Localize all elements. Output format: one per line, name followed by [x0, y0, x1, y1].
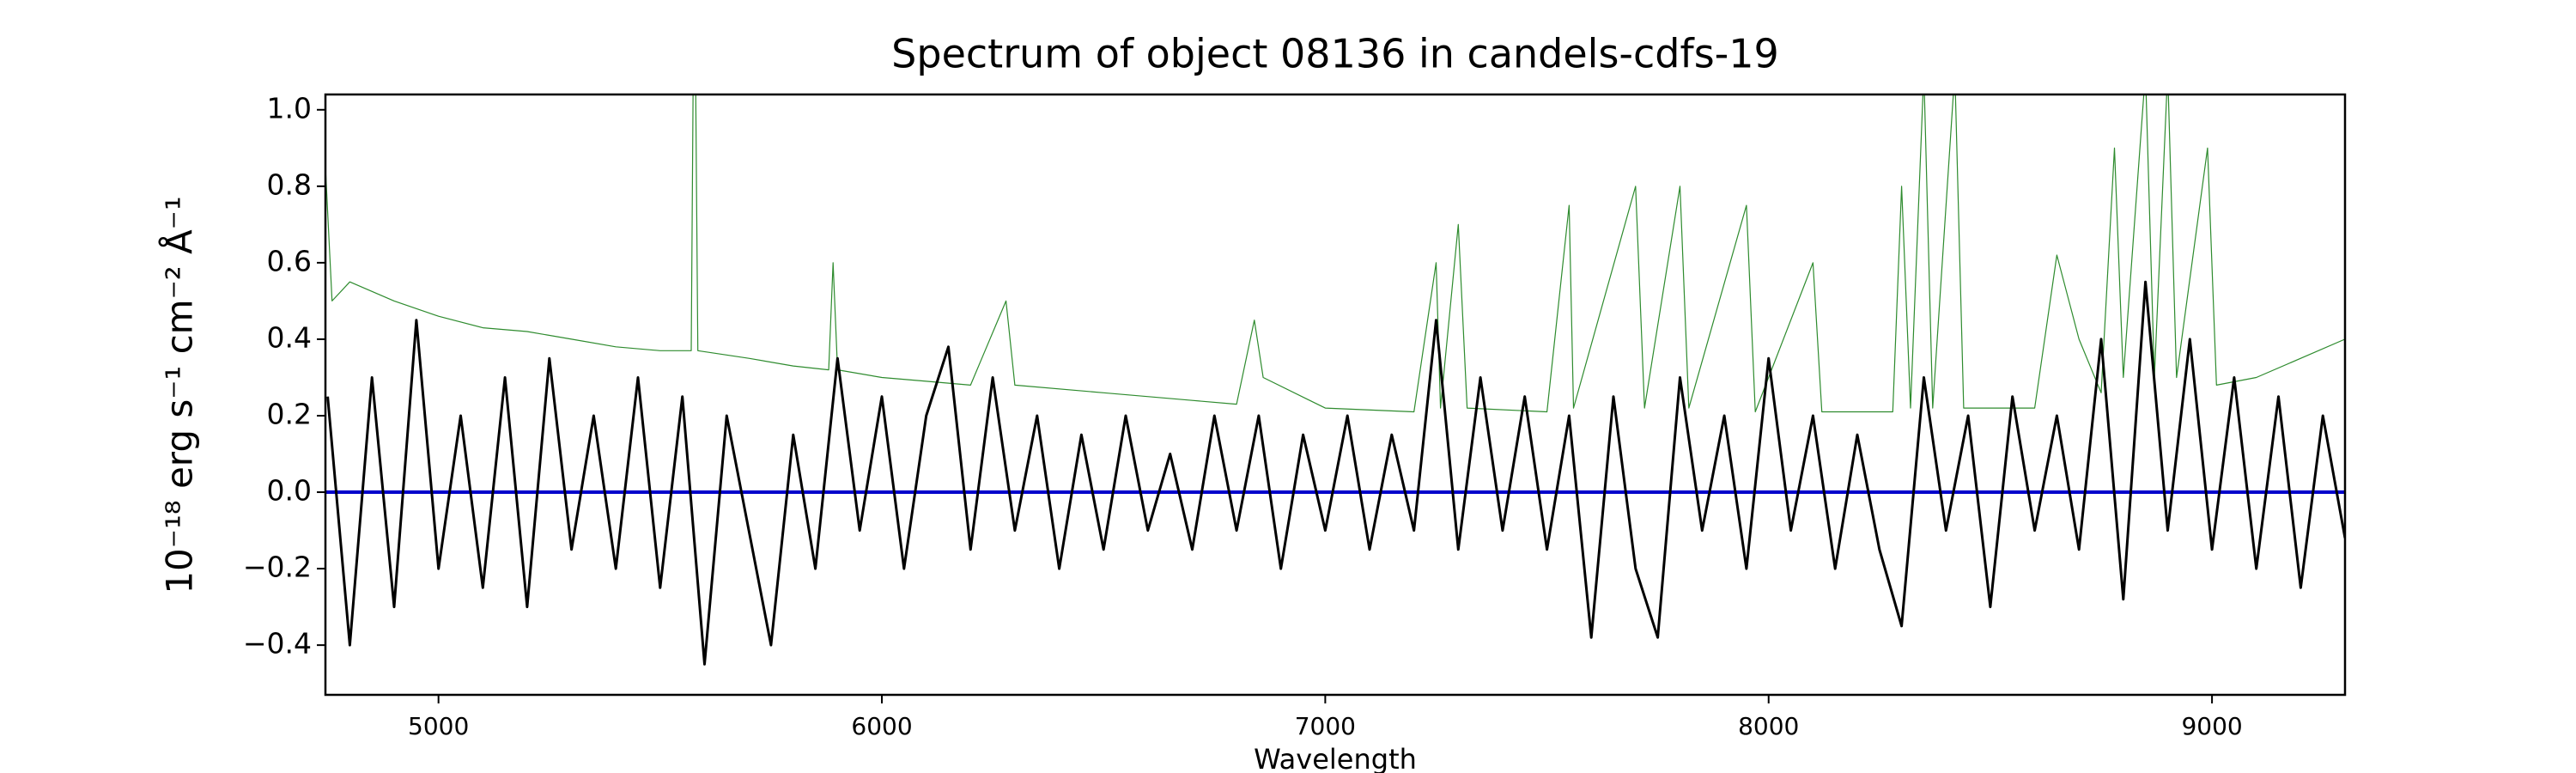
x-tick-label: 7000	[1295, 712, 1356, 740]
y-tick-label: 0.8	[267, 167, 312, 201]
y-axis-label: 10⁻¹⁸ erg s⁻¹ cm⁻² Å⁻¹	[158, 196, 201, 593]
chart-title: Spectrum of object 08136 in candels-cdfs…	[891, 31, 1779, 77]
x-axis-label: Wavelength	[1254, 743, 1417, 773]
y-tick-label: 0.2	[267, 397, 312, 430]
plot-area	[325, 94, 2345, 666]
x-tick-label: 6000	[851, 712, 912, 740]
x-tick-label: 9000	[2181, 712, 2242, 740]
series-line	[325, 94, 2345, 413]
series-line	[326, 280, 2345, 666]
y-tick-label: 0.6	[267, 244, 312, 277]
y-tick-label: 0.0	[267, 474, 312, 508]
x-tick-label: 8000	[1738, 712, 1799, 740]
axes-frame	[324, 93, 2347, 697]
y-tick-label: 0.4	[267, 320, 312, 354]
x-tick-label: 5000	[408, 712, 469, 740]
y-tick-label: 1.0	[267, 91, 312, 125]
y-tick-label: −0.4	[243, 627, 312, 660]
y-tick-label: −0.2	[243, 551, 312, 584]
